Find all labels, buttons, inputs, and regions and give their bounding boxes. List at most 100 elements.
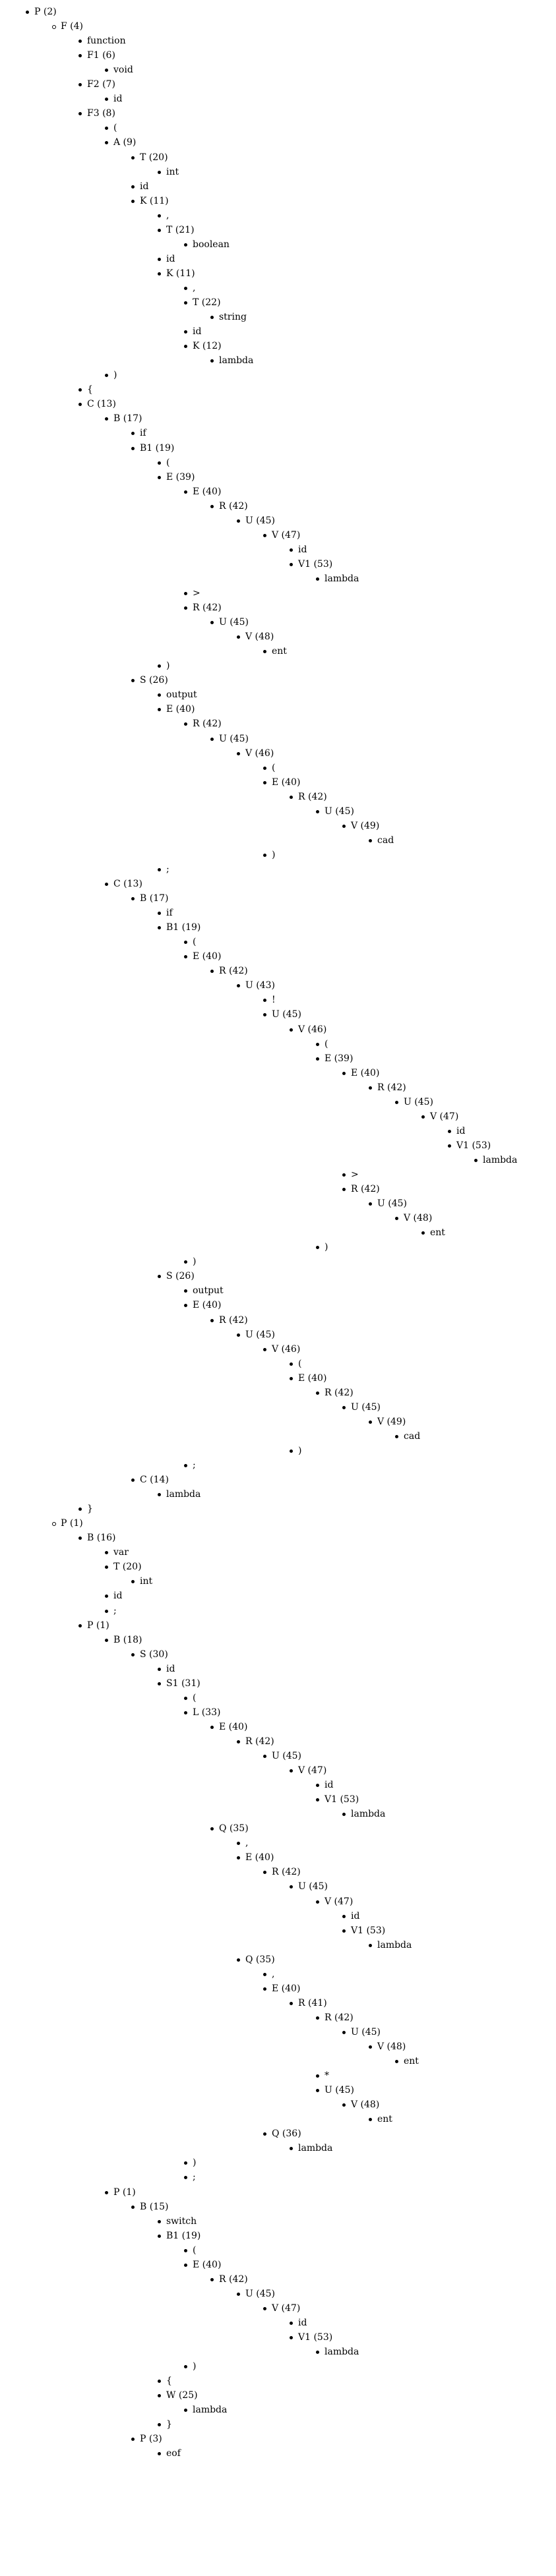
tree-node: W (25) (166, 2390, 198, 2401)
tree-node: ( (324, 1039, 328, 1049)
bullet-icon (184, 2176, 187, 2179)
bullet-icon (369, 839, 372, 842)
tree-node-label: id (324, 1780, 333, 1790)
tree-node: T (20) (113, 1562, 142, 1572)
tree-node-label: R (42) (298, 792, 327, 802)
bullet-icon (342, 1188, 346, 1191)
tree-node-label: , (272, 1969, 274, 1979)
bullet-icon (316, 1391, 319, 1395)
tree-node-label: V (48) (245, 631, 274, 642)
tree-node: id (298, 544, 307, 555)
tree-node: V1 (53) (298, 2332, 332, 2343)
tree-node-label: if (140, 428, 146, 438)
bullet-icon (78, 1537, 82, 1540)
tree-node: E (40) (219, 1722, 247, 1732)
tree-node-label: id (166, 1664, 175, 1674)
bullet-icon (184, 2264, 187, 2267)
tree-node-label: B1 (19) (166, 2231, 201, 2241)
bullet-icon (158, 708, 161, 711)
tree-node: > (351, 1169, 359, 1180)
bullet-icon (131, 156, 135, 160)
bullet-icon (316, 1246, 319, 1249)
tree-node: P (1) (87, 1620, 109, 1631)
tree-node: ) (166, 660, 170, 671)
bullet-icon (131, 447, 135, 450)
bullet-icon (290, 1449, 293, 1453)
tree-node-label: } (166, 2419, 172, 2430)
tree-node-label: V (48) (351, 2099, 379, 2110)
tree-node-label: S (26) (140, 675, 168, 686)
bullet-icon (263, 1348, 266, 1351)
tree-node: string (219, 312, 247, 322)
tree-node: E (40) (245, 1852, 274, 1863)
bullet-icon (369, 1202, 372, 1206)
bullet-icon (158, 476, 161, 479)
tree-node-label: E (40) (193, 2260, 221, 2270)
tree-node: function (87, 36, 126, 46)
tree-node: T (21) (166, 225, 195, 235)
tree-node: E (40) (351, 1068, 379, 1078)
tree-node: C (13) (113, 879, 142, 889)
bullet-icon (290, 1377, 293, 1380)
bullet-icon (210, 359, 214, 363)
bullet-icon (263, 1973, 266, 1976)
tree-node-label: lambda (298, 2143, 332, 2153)
tree-node-label: V1 (53) (298, 559, 332, 570)
bullet-icon (474, 1159, 478, 1162)
tree-node: output (193, 1285, 224, 1296)
bullet-icon (158, 2380, 161, 2383)
tree-node: R (42) (245, 1736, 274, 1747)
bullet-icon (237, 1740, 240, 1743)
bullet-icon (316, 2074, 319, 2078)
tree-node: id (140, 181, 148, 192)
tree-node: ; (113, 1606, 117, 1616)
tree-node: ; (193, 2172, 196, 2182)
tree-node-label: int (166, 167, 179, 177)
tree-node-label: F3 (8) (87, 108, 115, 119)
tree-node: ) (193, 2361, 196, 2372)
tree-node-label: R (42) (219, 1315, 248, 1326)
tree-node: E (40) (193, 486, 221, 497)
tree-node-label: ( (193, 937, 196, 947)
bullet-icon (158, 1682, 161, 1685)
tree-node: U (45) (245, 515, 275, 526)
bullet-icon (342, 1813, 346, 1816)
tree-node: B1 (19) (166, 2231, 201, 2241)
bullet-icon (421, 1115, 425, 1119)
tree-node-label: C (13) (87, 399, 116, 409)
bullet-icon (369, 2045, 372, 2049)
tree-node: V1 (53) (324, 1794, 359, 1805)
bullet-icon (131, 200, 135, 203)
tree-node: ( (193, 937, 196, 947)
tree-node-label: ; (166, 864, 170, 875)
bullet-icon (263, 767, 266, 770)
tree-node-label: { (87, 384, 93, 395)
tree-node: , (245, 1838, 248, 1848)
tree-node: V (46) (245, 748, 274, 759)
tree-node: C (14) (140, 1475, 169, 1485)
tree-node-label: P (1) (87, 1620, 109, 1631)
tree-node: eof (166, 2448, 181, 2459)
tree-node: , (272, 1969, 274, 1979)
tree-node-label: id (456, 1126, 465, 1136)
bullet-icon (78, 83, 82, 86)
bullet-icon (237, 519, 240, 523)
tree-node-label: ) (166, 660, 170, 671)
tree-node: T (20) (140, 152, 168, 163)
bullet-icon (316, 2016, 319, 2020)
bullet-icon (158, 272, 161, 276)
tree-node: void (113, 65, 133, 75)
tree-node-label: R (42) (245, 1736, 274, 1747)
bullet-icon (158, 214, 161, 218)
tree-node: ent (377, 2114, 392, 2124)
tree-node: Q (35) (245, 1954, 275, 1965)
bullet-icon (184, 490, 187, 494)
tree-node: lambda (351, 1809, 385, 1819)
tree-node-label: V (46) (298, 1024, 326, 1035)
bullet-icon (184, 1260, 187, 1264)
bullet-icon (78, 1624, 82, 1627)
tree-node-label: V (47) (272, 2303, 300, 2314)
tree-node: output (166, 689, 197, 700)
tree-node: K (12) (193, 341, 222, 351)
tree-node-label: ( (272, 763, 275, 773)
